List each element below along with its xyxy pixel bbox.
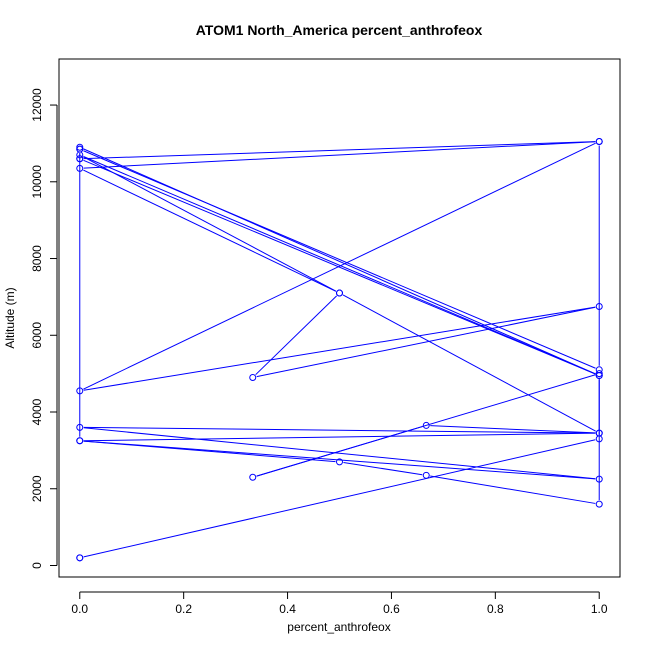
- data-point: [595, 302, 603, 310]
- series-segment: [83, 427, 596, 480]
- data-point: [76, 155, 84, 163]
- y-tick-label: 4000: [30, 398, 44, 425]
- series-segment: [83, 156, 337, 292]
- x-tick-label: 0.4: [279, 602, 296, 616]
- x-tick-label: 0.2: [175, 602, 192, 616]
- series-segment: [342, 294, 596, 432]
- series-segment: [430, 475, 596, 504]
- series-segment: [83, 306, 596, 391]
- data-point: [595, 137, 603, 145]
- x-axis: 0.0 0.2 0.4 0.6 0.8 1.0: [71, 591, 608, 616]
- series-segment: [83, 440, 336, 463]
- data-point: [76, 164, 84, 172]
- series-segment: [83, 440, 596, 480]
- y-tick-label: 2000: [30, 475, 44, 502]
- data-point: [595, 370, 603, 378]
- data-point: [422, 471, 430, 479]
- series-segment: [83, 141, 596, 169]
- data-point: [76, 145, 84, 153]
- series-layer: [79, 141, 600, 558]
- series-segment: [83, 439, 596, 558]
- series-segment: [83, 141, 596, 160]
- data-point: [249, 473, 257, 481]
- x-axis-label: percent_anthrofeox: [287, 620, 390, 634]
- series-segment: [255, 295, 337, 376]
- data-point: [76, 143, 84, 151]
- data-point: [595, 475, 603, 483]
- y-axis: 0 2000 4000 6000 8000 10000 12000: [30, 88, 58, 569]
- data-point: [336, 289, 343, 297]
- y-axis-label: Altitude (m): [3, 287, 17, 348]
- series-segment: [343, 462, 423, 476]
- y-tick-label: 10000: [30, 165, 44, 199]
- chart-title: ATOM1 North_America percent_anthrofeox: [196, 22, 483, 38]
- x-tick-label: 1.0: [591, 602, 608, 616]
- series-segment: [83, 150, 596, 369]
- data-point: [595, 372, 603, 380]
- series-segment: [83, 148, 596, 375]
- y-tick-label: 12000: [30, 88, 44, 122]
- data-point: [76, 387, 84, 395]
- data-point: [595, 500, 603, 508]
- data-point: [76, 554, 84, 562]
- x-tick-label: 0.6: [383, 602, 400, 616]
- data-point: [249, 373, 257, 381]
- data-point: [76, 423, 84, 431]
- x-tick-label: 0.8: [487, 602, 504, 616]
- data-point: [595, 435, 603, 443]
- series-segment: [256, 306, 596, 378]
- data-point: [422, 421, 430, 429]
- series-segment: [83, 156, 596, 375]
- x-tick-label: 0.0: [71, 602, 88, 616]
- series-segment: [83, 426, 596, 434]
- series-segment: [83, 169, 337, 292]
- plot-frame: [58, 58, 621, 578]
- series-segment: [83, 159, 596, 375]
- data-point: [76, 437, 84, 445]
- series-segment: [83, 142, 596, 390]
- y-tick-label: 8000: [30, 245, 44, 272]
- y-tick-label: 6000: [30, 322, 44, 349]
- series-segment: [256, 426, 423, 477]
- points-layer: [76, 137, 603, 562]
- series-segment: [430, 425, 596, 434]
- data-point: [336, 458, 343, 466]
- series-segment: [83, 432, 596, 442]
- y-tick-label: 0: [30, 562, 44, 569]
